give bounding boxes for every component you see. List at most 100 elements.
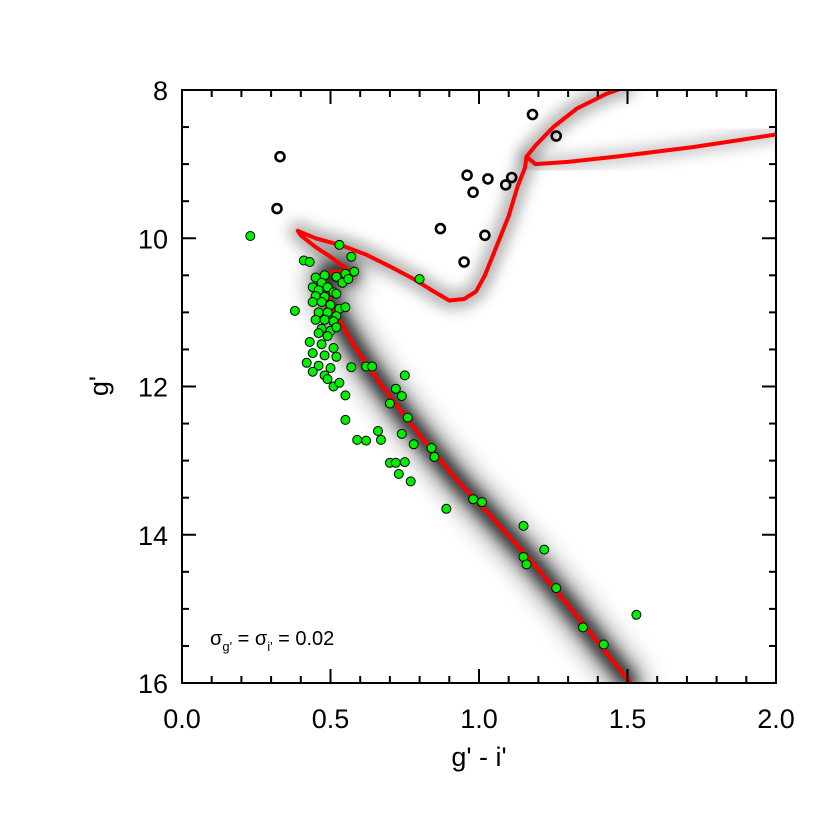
green-point <box>313 360 324 371</box>
green-point <box>376 434 386 445</box>
green-point <box>331 271 342 282</box>
green-point <box>578 622 588 633</box>
annot-sigma-1: σ <box>210 628 223 650</box>
open-circle-point <box>274 150 286 163</box>
x-tick-label: 0.5 <box>312 704 350 734</box>
green-point <box>316 297 327 307</box>
green-point <box>468 494 479 505</box>
tick-labels-layer: 0.0 0.5 1.0 1.5 2.0 8 10 12 14 16 <box>138 76 795 734</box>
annot-value: 0.02 <box>295 628 334 650</box>
green-point <box>396 391 407 402</box>
green-point <box>408 439 419 450</box>
green-point <box>310 314 321 325</box>
annot-sub-i: i' <box>267 639 272 654</box>
green-point <box>399 370 410 381</box>
x-axis-title: g' - i' <box>451 742 506 772</box>
green-point <box>414 274 425 284</box>
sigma-annotation: σg' = σi' = 0.02 <box>210 628 334 654</box>
green-point <box>521 559 532 570</box>
green-point <box>325 363 336 373</box>
green-point <box>304 337 315 347</box>
green-point <box>340 390 351 401</box>
green-point <box>340 302 351 313</box>
open-circle-point <box>467 186 479 199</box>
green-point <box>384 398 395 409</box>
green-point <box>367 361 378 372</box>
green-point <box>343 274 354 284</box>
green-point <box>334 239 345 250</box>
green-point <box>426 443 437 453</box>
isochrone-rgb-line <box>524 132 776 167</box>
green-point <box>313 328 324 339</box>
annot-sub-g: g' <box>222 639 232 654</box>
green-point <box>477 497 487 508</box>
plot-background <box>182 90 776 683</box>
green-point <box>307 366 318 377</box>
green-point <box>319 350 330 361</box>
green-point <box>346 251 357 262</box>
green-point <box>331 351 342 362</box>
green-point <box>307 297 318 307</box>
green-point <box>307 348 318 359</box>
open-circle-point <box>550 130 563 142</box>
ticks-layer <box>181 89 777 684</box>
green-point <box>352 434 363 445</box>
y-tick-label: 16 <box>138 669 168 699</box>
green-point <box>429 451 440 462</box>
green-point <box>373 426 383 436</box>
open-circle-point <box>526 108 539 121</box>
open-circle-point <box>482 173 494 185</box>
green-point <box>551 583 562 594</box>
green-point <box>390 457 401 468</box>
green-point <box>402 412 413 423</box>
green-point <box>322 374 333 385</box>
x-tick-label: 0.0 <box>163 704 201 734</box>
green-point <box>331 322 342 333</box>
green-point <box>598 639 609 650</box>
x-tick-label: 1.5 <box>609 704 647 734</box>
annot-sigma-2: σ <box>255 628 268 650</box>
points-layer <box>245 108 642 650</box>
green-point <box>289 305 300 316</box>
green-point <box>328 343 339 353</box>
y-tick-label: 10 <box>138 224 168 254</box>
isochrone-layer <box>295 90 776 683</box>
green-point <box>361 435 372 446</box>
y-tick-label: 14 <box>138 521 168 551</box>
green-point <box>346 362 357 373</box>
green-point <box>340 414 351 425</box>
green-point <box>631 609 642 620</box>
annot-eq-2: = <box>273 628 296 650</box>
green-point <box>319 314 330 325</box>
green-point <box>301 357 312 368</box>
isochrone-line <box>295 90 633 683</box>
green-point <box>518 520 529 531</box>
green-point <box>349 266 360 277</box>
green-point <box>405 476 416 487</box>
green-point <box>396 428 407 439</box>
green-point <box>322 331 333 342</box>
annot-eq-1: = <box>232 628 255 650</box>
open-circle-point <box>505 171 518 184</box>
green-point <box>331 288 342 299</box>
open-circle-point <box>499 179 512 191</box>
green-point <box>390 383 401 394</box>
y-axis-title: g' <box>84 376 114 396</box>
green-point <box>393 469 404 479</box>
green-point <box>304 257 315 267</box>
open-circle-point <box>479 229 491 242</box>
open-circle-point <box>271 202 283 215</box>
green-point <box>539 544 550 555</box>
open-circle-point <box>434 222 447 235</box>
green-point <box>245 231 256 241</box>
green-point <box>334 377 345 388</box>
x-tick-label: 2.0 <box>757 704 795 734</box>
green-point <box>441 503 452 514</box>
y-tick-label: 12 <box>138 373 168 403</box>
open-circle-point <box>461 169 473 181</box>
y-tick-label: 8 <box>153 76 168 106</box>
green-point <box>399 457 410 468</box>
x-tick-label: 1.0 <box>460 704 498 734</box>
green-point <box>316 339 327 350</box>
